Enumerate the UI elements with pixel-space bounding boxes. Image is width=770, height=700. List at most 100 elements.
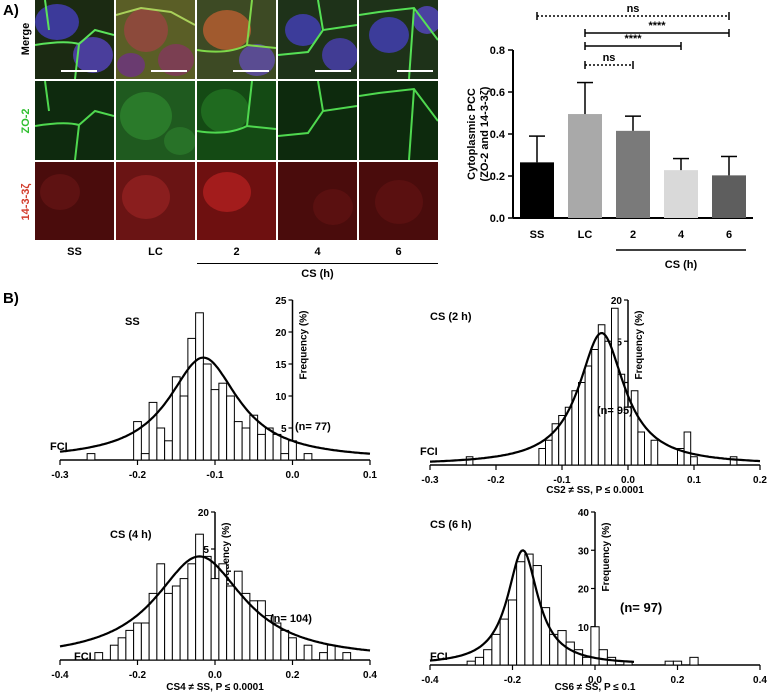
histogram-bar — [729, 456, 738, 466]
significance-label: **** — [624, 33, 642, 45]
x-tick-label: 0.0 — [588, 675, 602, 686]
y-tick-label: 20 — [578, 585, 590, 596]
histogram-bar — [578, 382, 586, 466]
y-axis-label: Frequency (%) — [299, 311, 310, 380]
column-label-lc: LC — [148, 246, 163, 258]
n-label: (n= 104) — [270, 613, 312, 625]
x-tick-label: 0.0 — [208, 670, 222, 681]
histogram-bar — [650, 439, 659, 466]
histogram-bar — [210, 578, 220, 661]
histogram-bar — [179, 578, 189, 661]
1433-image-cs6 — [359, 162, 438, 240]
histogram-bar — [303, 644, 313, 661]
merge-image-cs4 — [278, 0, 357, 79]
fit-curve — [59, 356, 371, 455]
histogram-bar — [156, 563, 166, 661]
histogram-bar — [210, 389, 220, 461]
fci-label: FCI — [420, 446, 438, 458]
histogram-bar — [557, 630, 567, 666]
1433-image-lc — [116, 162, 195, 240]
histogram-bar — [672, 660, 683, 666]
row-label-14-3-3: 14-3-3ζ — [20, 183, 32, 221]
histogram-bar — [272, 433, 282, 461]
y-tick-label: 0.8 — [490, 45, 505, 57]
histogram-bar — [637, 431, 645, 466]
histogram-bar — [465, 456, 474, 466]
histogram-cs2: -0.3-0.2-0.10.00.10.25101520Frequency (%… — [420, 296, 767, 496]
histogram-bar — [140, 453, 150, 461]
x-tick-label: 6 — [726, 229, 732, 241]
1433-image-cs4 — [278, 162, 357, 240]
1433-image-cs2 — [197, 162, 276, 240]
panel-b-label: B) — [3, 290, 19, 307]
histogram-bar — [133, 622, 142, 661]
column-label-6: 6 — [395, 246, 402, 258]
stat-label: CS2 ≠ SS, P ≤ 0.0001 — [546, 485, 644, 496]
x-tick-label: -0.2 — [129, 470, 147, 481]
fci-label: FCI — [430, 651, 448, 663]
scale-bar — [61, 70, 97, 72]
y-tick-label: 0.4 — [490, 129, 506, 141]
zo2-image-ss — [35, 81, 114, 160]
significance-label: ns — [603, 52, 616, 64]
n-label: (n= 95) — [597, 405, 633, 417]
histogram-bar — [187, 337, 197, 461]
bar-6 — [712, 175, 746, 218]
histogram-bar — [288, 440, 297, 461]
group-label-cs: CS (h) — [301, 268, 334, 280]
x-tick-label: LC — [578, 229, 593, 241]
y-tick-label: 0.6 — [490, 87, 505, 99]
histogram-bar — [195, 312, 204, 461]
1433-image-ss — [35, 162, 114, 240]
histogram-bar — [689, 656, 699, 666]
x-tick-label: 0.0 — [621, 475, 635, 486]
merge-image-ss — [35, 0, 114, 79]
histogram-bar — [466, 660, 476, 666]
histogram-bar — [630, 390, 639, 466]
x-tick-label: -0.3 — [51, 470, 69, 481]
histogram-bar — [195, 533, 204, 661]
histogram-bar — [164, 592, 173, 661]
y-tick-label: 15 — [275, 360, 287, 371]
histogram-bar — [545, 439, 553, 466]
histogram-bar — [516, 561, 526, 666]
x-tick-label: -0.1 — [206, 470, 224, 481]
histogram-bar — [507, 599, 518, 666]
histogram-bar — [133, 421, 142, 461]
x-tick-label: 4 — [678, 229, 685, 241]
histogram-bar — [342, 652, 352, 661]
histogram-cs6: -0.4 -0.2 0.0 0.2 0.4 10 20 30 40 Frequency (%) CS… — [421, 508, 767, 693]
histogram-ss: -0.3 -0.2 -0.1 0.0 0.1 5 10 15 20 25 Frequency (%)… — [50, 296, 377, 481]
y-tick-label: 0.0 — [490, 213, 505, 225]
x-tick-label: 0.4 — [753, 675, 767, 686]
x-tick-label: 0.1 — [363, 470, 377, 481]
x-group-label: CS (h) — [665, 259, 698, 271]
histogram-title: CS (6 h) — [430, 519, 472, 531]
histogram-bar — [611, 307, 619, 466]
histogram-bar — [226, 585, 235, 661]
fit-curve — [429, 549, 635, 663]
fci-label: FCI — [50, 441, 68, 453]
fit-curve — [430, 332, 761, 463]
x-tick-label: -0.2 — [504, 675, 522, 686]
histogram-bar — [249, 414, 259, 461]
histogram-title: SS — [125, 316, 140, 328]
n-label: (n= 97) — [620, 600, 662, 615]
y-tick-label: 0.2 — [490, 171, 505, 183]
scale-bar — [315, 70, 351, 72]
histogram-bar — [264, 427, 274, 461]
histogram-bar — [590, 626, 600, 666]
y-axis-label: Frequency (%) — [634, 311, 645, 380]
y-axis-label: Cytoplasmic PCC(ZO-2 and 14-3-3ζ) — [466, 86, 491, 181]
bar-2 — [616, 130, 650, 218]
histogram-bar — [499, 618, 509, 666]
histogram-bar — [604, 340, 612, 466]
x-tick-label: -0.3 — [421, 475, 439, 486]
x-tick-label: SS — [530, 229, 545, 241]
x-tick-label: -0.4 — [421, 675, 439, 686]
pcc-bar-chart: 0.0 0.2 0.4 0.6 0.8 Cytoplasmic PCC(ZO-2 and … — [466, 3, 753, 271]
histogram-bar — [233, 570, 243, 661]
histogram-bar — [164, 440, 173, 461]
histogram-bar — [617, 373, 626, 466]
stat-label: CS4 ≠ SS, P ≤ 0.0001 — [166, 682, 264, 693]
